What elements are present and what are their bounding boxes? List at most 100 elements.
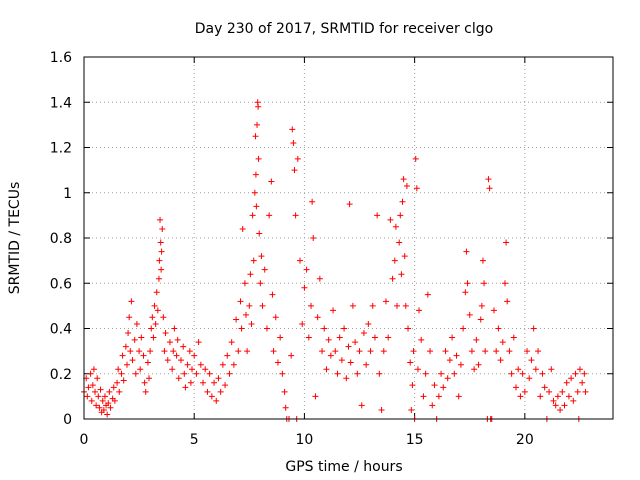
data-point xyxy=(259,302,266,309)
data-point xyxy=(565,393,572,400)
data-point xyxy=(303,266,310,273)
data-point xyxy=(535,348,542,355)
x-axis-label: GPS time / hours xyxy=(285,459,402,475)
data-point xyxy=(173,352,180,359)
data-point xyxy=(579,379,586,386)
data-point xyxy=(230,361,237,368)
data-point xyxy=(393,302,400,309)
data-point xyxy=(92,388,99,395)
data-point xyxy=(175,375,182,382)
data-point xyxy=(241,280,248,287)
data-point xyxy=(217,388,224,395)
data-point xyxy=(187,379,194,386)
data-point xyxy=(435,393,442,400)
data-point xyxy=(106,388,113,395)
data-point xyxy=(427,348,434,355)
data-point xyxy=(413,185,420,192)
data-point xyxy=(270,348,277,355)
data-point xyxy=(546,388,553,395)
data-point xyxy=(385,334,392,341)
data-point xyxy=(519,370,526,377)
data-point xyxy=(429,402,436,409)
data-point xyxy=(346,201,353,208)
data-point xyxy=(127,348,134,355)
data-point xyxy=(301,284,308,291)
data-point xyxy=(100,406,107,413)
data-point xyxy=(312,393,319,400)
data-point xyxy=(162,330,169,337)
tick-labels: 0 5 10 15 20 0 0.2 0.4 0.6 0.8 1 1.2 1.4 1.6 xyxy=(50,50,534,448)
data-point xyxy=(133,320,140,327)
data-point xyxy=(493,348,500,355)
data-point xyxy=(481,280,488,287)
data-point xyxy=(486,185,493,192)
data-point xyxy=(420,393,427,400)
y-tick-label: 0.4 xyxy=(50,322,72,338)
data-point xyxy=(347,359,354,366)
data-point xyxy=(495,325,502,332)
data-point xyxy=(400,176,407,183)
data-point xyxy=(365,320,372,327)
data-point xyxy=(378,406,385,413)
data-point xyxy=(341,325,348,332)
y-tick-label: 0.2 xyxy=(50,367,72,383)
data-point xyxy=(354,370,361,377)
y-tick-label: 0 xyxy=(63,412,72,428)
data-point xyxy=(401,253,408,260)
data-point xyxy=(449,334,456,341)
data-point xyxy=(323,366,330,373)
data-point xyxy=(191,352,198,359)
data-point xyxy=(84,393,91,400)
data-point xyxy=(363,361,370,368)
data-point xyxy=(582,388,589,395)
y-tick-label: 1.4 xyxy=(50,95,72,111)
data-point xyxy=(537,393,544,400)
data-point xyxy=(235,348,242,355)
data-point xyxy=(215,375,222,382)
data-point xyxy=(330,307,337,314)
data-point xyxy=(181,370,188,377)
data-point xyxy=(197,361,204,368)
data-point xyxy=(158,266,165,273)
data-point xyxy=(397,212,404,219)
data-point xyxy=(272,314,279,321)
data-point xyxy=(261,266,268,273)
data-point xyxy=(244,348,251,355)
data-point xyxy=(151,302,158,309)
data-point xyxy=(513,384,520,391)
data-point xyxy=(274,359,281,366)
data-point xyxy=(189,366,196,373)
data-point xyxy=(338,357,345,364)
data-point xyxy=(410,348,417,355)
data-point xyxy=(257,280,264,287)
data-point xyxy=(114,379,121,386)
data-point xyxy=(478,302,485,309)
data-point xyxy=(248,320,255,327)
data-point xyxy=(116,388,123,395)
data-point xyxy=(392,223,399,230)
data-points xyxy=(81,99,589,422)
data-point xyxy=(504,298,511,305)
data-point xyxy=(532,366,539,373)
data-point xyxy=(409,382,416,389)
data-point xyxy=(391,257,398,264)
data-point xyxy=(157,239,164,246)
data-point xyxy=(233,316,240,323)
data-point xyxy=(147,348,154,355)
data-point xyxy=(95,393,102,400)
data-point xyxy=(110,384,117,391)
data-point xyxy=(239,225,246,232)
data-point xyxy=(424,291,431,298)
data-point xyxy=(508,370,515,377)
data-point xyxy=(581,370,588,377)
data-point xyxy=(325,336,332,343)
y-axis-label: SRMTID / TECUs xyxy=(7,182,23,295)
data-point xyxy=(292,212,299,219)
data-point xyxy=(482,348,489,355)
data-point xyxy=(141,379,148,386)
data-point xyxy=(442,348,449,355)
data-point xyxy=(501,280,508,287)
data-point xyxy=(473,336,480,343)
x-tick-label: 15 xyxy=(406,432,424,448)
data-point xyxy=(138,334,145,341)
